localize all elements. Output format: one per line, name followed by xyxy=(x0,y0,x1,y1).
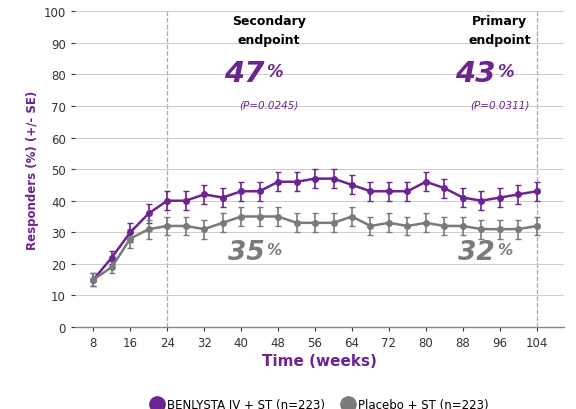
Text: %: % xyxy=(267,242,282,257)
Text: %: % xyxy=(267,63,283,81)
Text: Secondary: Secondary xyxy=(232,16,306,28)
Text: endpoint: endpoint xyxy=(468,34,531,47)
Text: 32: 32 xyxy=(458,239,495,265)
Y-axis label: Responders (%) (+/- SE): Responders (%) (+/- SE) xyxy=(26,90,39,249)
Text: (P=0.0245): (P=0.0245) xyxy=(239,101,298,110)
Text: (P=0.0311): (P=0.0311) xyxy=(470,101,529,110)
Text: 47: 47 xyxy=(223,60,264,88)
Text: 35: 35 xyxy=(228,239,264,265)
Legend: BENLYSTA IV + ST (n=223), Placebo + ST (n=223): BENLYSTA IV + ST (n=223), Placebo + ST (… xyxy=(146,393,493,409)
Text: %: % xyxy=(498,63,514,81)
Text: %: % xyxy=(498,242,513,257)
Text: endpoint: endpoint xyxy=(238,34,300,47)
X-axis label: Time (weeks): Time (weeks) xyxy=(262,353,377,368)
Text: 43: 43 xyxy=(454,60,495,88)
Text: Primary: Primary xyxy=(472,16,528,28)
